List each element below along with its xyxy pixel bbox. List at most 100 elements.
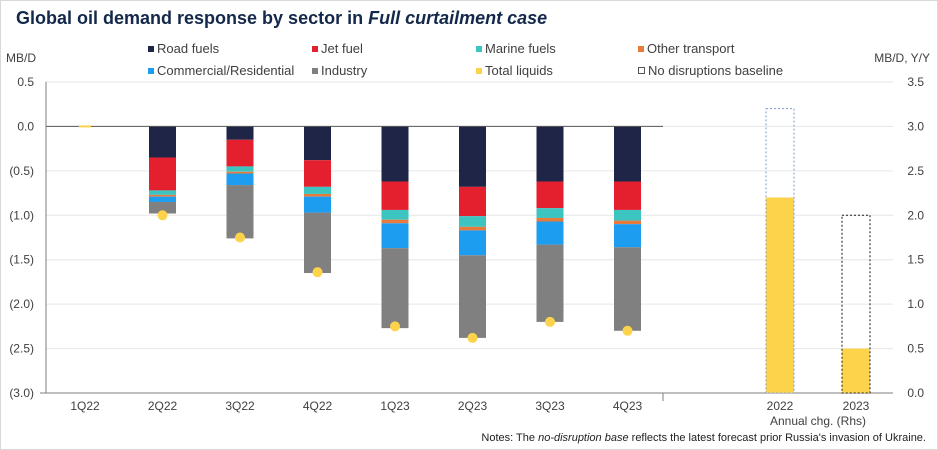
bar-industry [536, 244, 564, 322]
y-tick-label-right: 2.5 [907, 164, 924, 178]
y-tick-label-left: (3.0) [9, 386, 34, 400]
bar-jet-fuel [536, 181, 564, 209]
legend-swatch-commercial-residential [148, 67, 154, 74]
legend-label-other-transport: Other transport [647, 41, 735, 56]
bar-other-transport [149, 194, 176, 197]
y-tick-label-right: 0.0 [907, 386, 924, 400]
x-tick-label: 2Q23 [458, 399, 488, 413]
bar-other-transport [381, 219, 409, 224]
y-axis-left-title: MB/D [6, 51, 36, 65]
bar-road-fuels [381, 126, 409, 182]
bar-road-fuels [536, 126, 564, 182]
legend-item-other-transport: Other transport [638, 41, 734, 56]
total-liquids-marker [622, 325, 633, 336]
y-axis-right-title: MB/D, Y/Y [874, 51, 930, 65]
total-liquids-marker [312, 267, 323, 278]
legend-swatch-no-disruptions-baseline [638, 67, 645, 74]
bar-jet-fuel [304, 160, 331, 187]
bar-commercial-residential [614, 224, 641, 248]
notes-emphasis: no-disruption base [538, 432, 629, 444]
bar-marine-fuels [536, 208, 564, 218]
bar-other-transport [226, 171, 254, 174]
bar-jet-fuel [614, 181, 641, 210]
legend-item-marine-fuels: Marine fuels [476, 41, 556, 56]
bar-jet-fuel [459, 186, 486, 217]
legend-swatch-jet-fuel [312, 45, 318, 52]
y-tick-label-left: (1.5) [9, 253, 34, 267]
annual-x-tick-label: 2022 [767, 399, 794, 413]
bar-other-transport [304, 193, 331, 197]
bar-commercial-residential [149, 196, 176, 202]
bar-jet-fuel [149, 157, 176, 191]
x-tick-label: 2Q22 [148, 399, 178, 413]
x-tick-label: 1Q23 [380, 399, 410, 413]
bar-industry [226, 185, 254, 239]
total-liquids-marker [390, 321, 400, 332]
x-tick-label: 1Q22 [70, 399, 100, 413]
legend-item-industry: Industry [312, 63, 367, 78]
y-tick-label-left: (2.0) [9, 297, 34, 311]
annual-baseline-bar [765, 108, 795, 394]
legend-item-total-liquids: Total liquids [476, 63, 553, 78]
bar-industry [614, 247, 641, 331]
legend-label-commercial-residential: Commercial/Residential [157, 63, 295, 78]
bar-jet-fuel [226, 139, 254, 167]
bar-road-fuels [614, 126, 641, 182]
notes-suffix: reflects the latest forecast prior Russi… [628, 432, 926, 444]
bar-other-transport [536, 217, 564, 222]
legend-label-jet-fuel: Jet fuel [321, 41, 363, 56]
y-tick-label-left: 0.0 [17, 119, 34, 133]
y-tick-label-left: 0.5 [17, 75, 34, 89]
x-tick-label: 4Q22 [303, 399, 333, 413]
annual-x-tick-label: 2023 [843, 399, 870, 413]
x-tick-label: 4Q23 [613, 399, 643, 413]
bar-road-fuels [149, 126, 176, 158]
y-tick-label-right: 0.5 [907, 342, 924, 356]
bar-commercial-residential [304, 196, 331, 213]
bar-marine-fuels [149, 190, 176, 195]
chart-notes: Notes: The no-disruption base reflects t… [481, 432, 926, 444]
chart-title-emphasis: Full curtailment case [368, 8, 548, 28]
y-tick-label-left: (0.5) [9, 164, 34, 178]
annual-baseline-bar [841, 214, 871, 394]
x-tick-label: 3Q22 [225, 399, 255, 413]
legend-swatch-road-fuels [148, 45, 154, 52]
annual-total-liquids-bar [766, 197, 794, 393]
bar-other-transport [614, 220, 641, 225]
total-liquids-marker [157, 210, 168, 221]
annual-group-label: Annual chg. (Rhs) [770, 414, 866, 428]
bar-industry [459, 255, 486, 338]
legend-item-no-disruptions-baseline: No disruptions baseline [638, 63, 783, 78]
bar-jet-fuel [381, 181, 409, 210]
legend-item-road-fuels: Road fuels [148, 41, 219, 56]
y-tick-label-right: 1.5 [907, 253, 924, 267]
bar-industry [149, 201, 176, 214]
chart-title: Global oil demand response by sector in … [16, 8, 547, 29]
bar-marine-fuels [381, 209, 409, 220]
legend-label-no-disruptions-baseline: No disruptions baseline [648, 63, 784, 78]
bar-commercial-residential [381, 223, 409, 249]
bar-road-fuels [226, 126, 254, 140]
legend-label-total-liquids: Total liquids [485, 63, 553, 78]
legend-item-jet-fuel: Jet fuel [312, 41, 363, 56]
annual-total-liquids-bar [842, 348, 870, 393]
total-liquids-marker [545, 316, 555, 327]
chart-legend: Road fuels Jet fuel Marine fuels Other t… [0, 0, 938, 90]
bar-commercial-residential [536, 221, 564, 245]
chart-title-prefix: Global oil demand response by sector in [16, 8, 369, 28]
bar-industry [304, 212, 331, 274]
y-tick-label-right: 1.0 [907, 297, 924, 311]
total-liquids-marker [467, 332, 478, 343]
legend-label-industry: Industry [321, 63, 368, 78]
bar-road-fuels [304, 126, 331, 161]
y-tick-label-left: (2.5) [9, 342, 34, 356]
legend-swatch-marine-fuels [476, 45, 482, 52]
legend-item-commercial-residential: Commercial/Residential [148, 63, 294, 78]
bar-marine-fuels [304, 186, 331, 194]
x-tick-label: 3Q23 [535, 399, 565, 413]
legend-label-marine-fuels: Marine fuels [485, 41, 556, 56]
bar-commercial-residential [226, 173, 254, 186]
legend-label-road-fuels: Road fuels [157, 41, 220, 56]
y-tick-label-left: (1.0) [9, 208, 34, 222]
